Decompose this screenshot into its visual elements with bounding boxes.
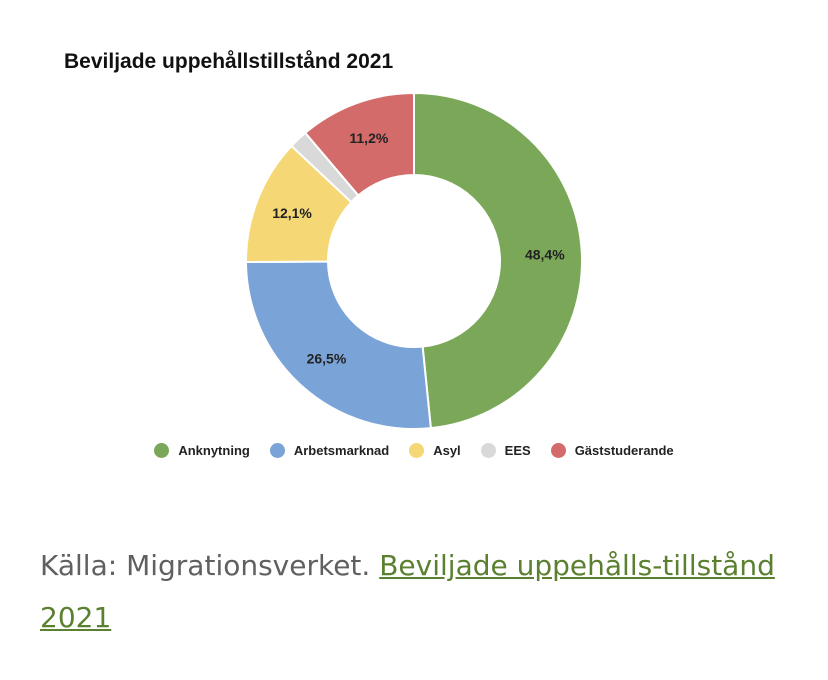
legend-item-gäststuderande: Gäststuderande <box>550 443 674 458</box>
legend-swatch <box>550 443 566 458</box>
caption-source-text: Källa: Migrationsverket. <box>40 549 371 582</box>
legend-swatch <box>480 443 496 458</box>
legend-swatch <box>269 443 285 458</box>
legend-swatch <box>409 443 425 458</box>
chart-title: Beviljade uppehållstillstånd 2021 <box>64 50 394 73</box>
donut-chart: 48,4% 26,5% 12,1% 11,2% <box>244 91 583 430</box>
legend-label: Gäststuderande <box>574 443 674 458</box>
legend-label: Anknytning <box>178 443 250 458</box>
slice-arbetsmarknad <box>244 260 432 430</box>
chart-legend: Anknytning Arbetsmarknad Asyl EES Gäststuder… <box>0 443 828 458</box>
legend-item-ees: EES <box>480 443 531 458</box>
legend-item-asyl: Asyl <box>409 443 461 458</box>
slice-label-asyl: 12,1% <box>272 205 312 221</box>
source-caption: Källa: Migrationsverket. Beviljade uppeh… <box>40 540 800 644</box>
legend-item-anknytning: Anknytning <box>154 443 250 458</box>
slice-label-arbetsmarknad: 26,5% <box>307 350 347 366</box>
legend-item-arbetsmarknad: Arbetsmarknad <box>269 443 390 458</box>
slice-label-anknytning: 48,4% <box>525 246 565 262</box>
slice-label-gäststuderande: 11,2% <box>349 130 388 146</box>
legend-label: EES <box>504 443 531 458</box>
legend-label: Asyl <box>433 443 461 458</box>
legend-swatch <box>154 443 170 458</box>
legend-label: Arbetsmarknad <box>293 443 390 458</box>
slice-anknytning <box>413 91 583 430</box>
slice-gäststuderande <box>303 91 415 197</box>
caption-source-link[interactable]: Beviljade uppehålls-tillstånd 2021 <box>40 549 775 634</box>
